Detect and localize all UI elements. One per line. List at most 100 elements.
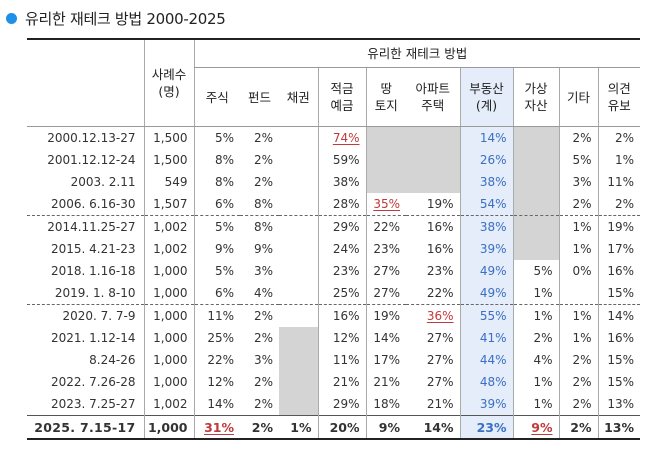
- sample-size: 1,000: [143, 415, 194, 440]
- table-cell: [365, 149, 406, 171]
- table-cell: [512, 215, 559, 238]
- table-cell: 26%: [459, 149, 513, 171]
- column-header-line: 자산: [524, 98, 548, 113]
- cell-value: 14%: [373, 331, 400, 345]
- table-cell: 49%: [459, 282, 513, 305]
- column-header: 주식: [193, 67, 240, 127]
- survey-date: 2015. 4.21-23: [51, 242, 136, 256]
- title-row: 유리한 재테크 방법 2000-2025: [6, 5, 226, 31]
- table-cell: 2%: [558, 415, 598, 440]
- column-header-line: 땅: [380, 81, 392, 96]
- sample-size: 1,500: [143, 149, 194, 171]
- cell-value: 1%: [533, 375, 553, 389]
- table-cell: 35%: [365, 193, 406, 216]
- survey-date: 2000.12.13-27: [47, 131, 136, 145]
- table-cell: 5%: [558, 149, 598, 171]
- cell-value: 8%: [253, 197, 273, 211]
- cell-value: 59%: [332, 153, 360, 167]
- column-header: 부동산 (계): [459, 67, 513, 127]
- cell-value: 1%: [290, 419, 312, 435]
- cell-value: 23%: [373, 242, 400, 256]
- table-cell: 0%: [558, 260, 598, 282]
- sample-size-header-line1: 사례수: [151, 67, 187, 82]
- table-row: 2025. 7.15-17 1,000 31% 2% 1% 20% 9% 14% 23% 9% 2%…: [27, 415, 640, 440]
- table-cell: 2%: [240, 171, 279, 193]
- bullet-dot-icon: [6, 12, 17, 24]
- survey-date: 2006. 6.16-30: [27, 193, 144, 216]
- table-cell: 1%: [512, 304, 559, 327]
- cell-value: 2%: [614, 131, 634, 145]
- table-cell: 2%: [240, 127, 279, 150]
- table-cell: 6%: [193, 282, 240, 305]
- table-cell: 1%: [558, 327, 598, 349]
- table-row: 2000.12.13-27 1,500 5% 2% 74% 14% 2% 2%: [27, 126, 640, 150]
- table-row: 2014.11.25-27 1,002 5% 8% 29% 22% 16% 38% 1% 19%: [27, 215, 640, 239]
- cell-value: 15%: [607, 353, 634, 367]
- table-cell: 25%: [317, 282, 366, 305]
- cell-value: 25%: [207, 331, 234, 345]
- cell-value: 11%: [207, 309, 234, 323]
- column-header-line: (계): [475, 98, 498, 113]
- cell-value: 19%: [373, 309, 400, 323]
- cell-value: 38%: [332, 175, 360, 189]
- table-cell: 15%: [597, 371, 640, 393]
- table-cell: 13%: [597, 415, 640, 440]
- column-header-line: 채권: [286, 89, 310, 105]
- table-cell: 3%: [240, 260, 279, 282]
- cell-value: 2%: [253, 131, 273, 145]
- sample-size: 549: [143, 171, 194, 193]
- table-cell: 9%: [240, 238, 279, 260]
- table-cell: 11%: [193, 304, 240, 327]
- table-cell: [279, 305, 318, 328]
- table-cell: 5%: [193, 126, 240, 149]
- table-cell: [365, 126, 406, 149]
- table-cell: 1%: [512, 371, 559, 393]
- table-cell: 22%: [406, 282, 460, 305]
- cell-value: 14%: [207, 397, 234, 411]
- table-cell: 16%: [406, 216, 460, 239]
- table-cell: 2%: [240, 327, 279, 349]
- column-header: 땅 토지: [365, 67, 406, 127]
- cell-value: 1%: [572, 309, 592, 323]
- survey-date: 2025. 7.15-17: [27, 415, 144, 440]
- cell-value: 4%: [533, 353, 553, 367]
- survey-date: 8.24-26: [89, 353, 136, 367]
- cell-value: 55%: [479, 309, 507, 323]
- sample-size: 1,002: [143, 393, 194, 416]
- column-header: 의견 유보: [597, 67, 640, 127]
- table-cell: 1%: [558, 304, 598, 327]
- cell-value: 16%: [426, 220, 454, 234]
- cell-value: 29%: [332, 220, 360, 234]
- table-cell: 2%: [240, 149, 279, 171]
- table-cell: [406, 126, 460, 149]
- cell-value: 11%: [607, 175, 634, 189]
- table-cell: 2%: [240, 371, 279, 393]
- sample-size: 1,002: [143, 238, 194, 260]
- table-row: 2023. 7.25-27 1,002 14% 2% 29% 18% 21% 39% 1% 2% 1…: [27, 393, 640, 416]
- table-cell: 8%: [193, 149, 240, 171]
- table-cell: 9%: [512, 415, 559, 440]
- table-cell: 2%: [240, 393, 279, 416]
- cell-value: 15%: [607, 375, 634, 389]
- cell-value: 27%: [426, 375, 454, 389]
- table-cell: [512, 149, 559, 171]
- cell-value: 27%: [373, 286, 400, 300]
- cell-value: 22%: [426, 286, 454, 300]
- cell-value: 8%: [253, 220, 273, 234]
- table-cell: 2%: [597, 193, 640, 216]
- table-cell: [512, 171, 559, 193]
- column-header-line: 기타: [566, 89, 590, 105]
- cell-value: 49%: [479, 286, 507, 300]
- page-title: 유리한 재테크 방법 2000-2025: [25, 9, 226, 28]
- column-header: 펀드: [240, 67, 279, 127]
- table-cell: [279, 327, 318, 349]
- sample-size: 1,000: [143, 282, 194, 305]
- table-cell: [279, 238, 318, 260]
- cell-value: 5%: [214, 131, 234, 145]
- table-cell: [279, 149, 318, 171]
- table-cell: 17%: [597, 238, 640, 260]
- table-cell: [279, 127, 318, 150]
- cell-value: 29%: [332, 397, 360, 411]
- column-header: 채권: [279, 67, 318, 127]
- cell-value: 2%: [253, 331, 273, 345]
